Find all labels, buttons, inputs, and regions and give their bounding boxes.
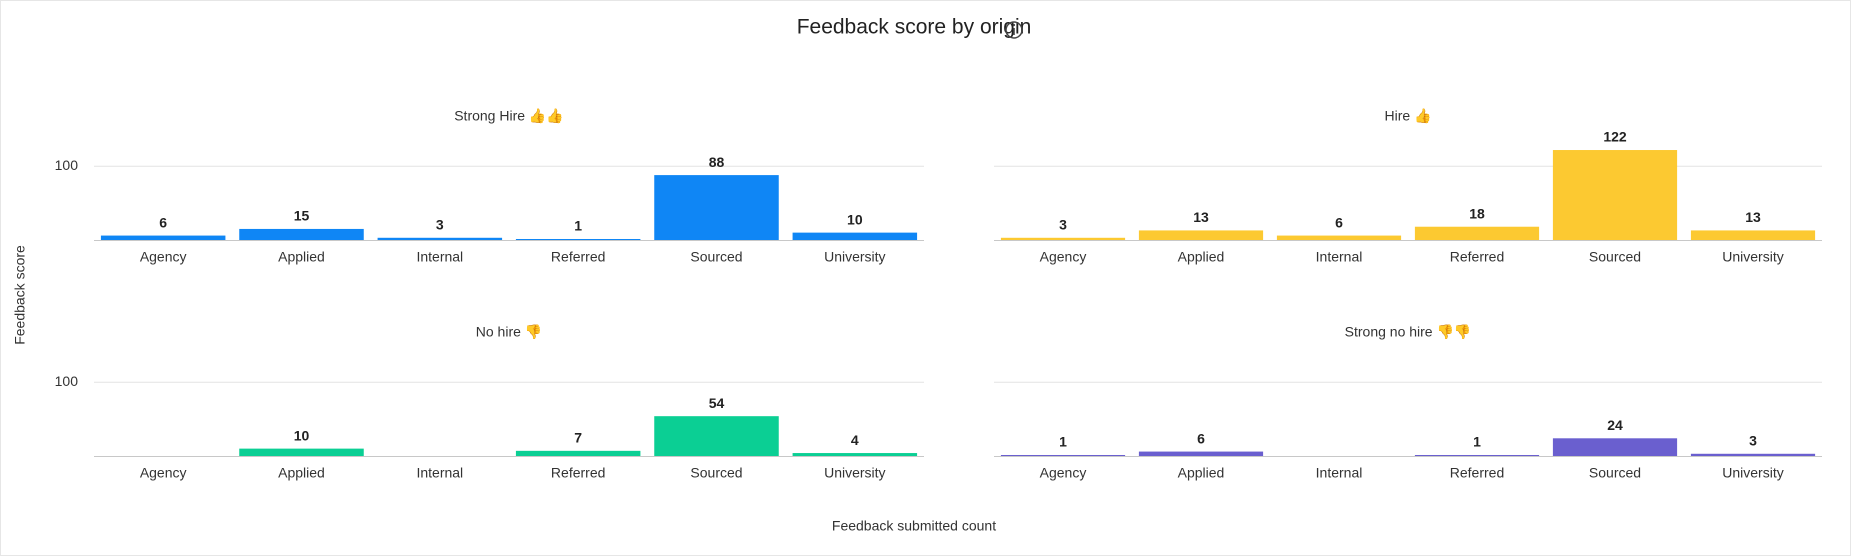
x-tick-label: Applied [278, 465, 325, 481]
x-tick-label: Agency [1040, 249, 1087, 265]
bar [1276, 235, 1402, 240]
x-tick-label: Applied [278, 249, 325, 265]
x-tick-label: University [1722, 465, 1783, 481]
data-label: 13 [1193, 209, 1209, 225]
chart-title: Feedback score by origin [797, 16, 1032, 39]
data-label: 6 [1197, 430, 1205, 446]
x-tick-label: Agency [1040, 465, 1087, 481]
data-label: 18 [1469, 205, 1485, 221]
x-tick-label: Agency [140, 249, 187, 265]
info-icon[interactable] [1005, 21, 1023, 39]
data-label: 3 [1749, 432, 1757, 448]
subplot-title: Strong no hire 👎👎 [1345, 324, 1472, 341]
bar [654, 416, 779, 456]
bar [239, 448, 364, 456]
x-tick-label: Sourced [690, 249, 742, 265]
data-label: 10 [294, 427, 310, 443]
bar [515, 239, 641, 240]
data-label: 7 [574, 430, 582, 446]
data-label: 13 [1745, 209, 1761, 225]
x-tick-label: University [1722, 249, 1783, 265]
x-tick-label: Referred [551, 465, 605, 481]
x-tick-label: Referred [1450, 249, 1504, 265]
x-tick-label: Applied [1178, 249, 1225, 265]
bar [100, 235, 226, 240]
x-tick-label: Internal [416, 465, 463, 481]
data-label: 1 [1059, 434, 1067, 450]
data-label: 3 [1059, 216, 1067, 232]
x-tick-label: University [824, 249, 885, 265]
bar [654, 175, 779, 240]
x-axis-label: Feedback submitted count [832, 518, 996, 534]
data-label: 4 [851, 432, 859, 448]
subplot-title: Hire 👍 [1385, 108, 1432, 125]
x-tick-label: Sourced [1589, 249, 1641, 265]
subplot-title: Strong Hire 👍👍 [454, 108, 564, 125]
bar [1138, 230, 1264, 240]
y-tick-label: 100 [55, 373, 79, 389]
bar [1690, 453, 1816, 456]
bar [1000, 237, 1126, 240]
x-tick-label: Sourced [690, 465, 742, 481]
bar [792, 232, 918, 240]
bar [792, 453, 918, 456]
data-label: 3 [436, 216, 444, 232]
bar [377, 237, 503, 240]
bar [1414, 226, 1540, 240]
x-tick-label: Referred [551, 249, 605, 265]
x-tick-label: Sourced [1589, 465, 1641, 481]
x-tick-label: Agency [140, 465, 187, 481]
x-tick-label: University [824, 465, 885, 481]
data-label: 24 [1607, 417, 1623, 433]
data-label: 10 [847, 211, 863, 227]
data-label: 6 [1335, 214, 1343, 230]
bar [515, 450, 641, 456]
bar [1552, 150, 1678, 240]
bar [1690, 230, 1816, 240]
y-axis-label: Feedback score [12, 245, 28, 345]
x-tick-label: Referred [1450, 465, 1504, 481]
x-tick-label: Internal [1316, 249, 1363, 265]
bar [1000, 455, 1126, 456]
data-label: 122 [1603, 129, 1627, 145]
data-label: 1 [1473, 434, 1481, 450]
x-tick-label: Internal [1316, 465, 1363, 481]
bar [1138, 451, 1264, 456]
subplot-title: No hire 👎 [476, 324, 542, 341]
data-label: 15 [294, 208, 310, 224]
bar [1414, 455, 1540, 456]
data-label: 88 [709, 154, 725, 170]
bar [239, 228, 364, 240]
x-tick-label: Internal [416, 249, 463, 265]
x-tick-label: Applied [1178, 465, 1225, 481]
data-label: 6 [159, 214, 167, 230]
bar [1552, 438, 1678, 456]
data-label: 54 [709, 395, 725, 411]
data-label: 1 [574, 218, 582, 234]
y-tick-label: 100 [55, 157, 79, 173]
